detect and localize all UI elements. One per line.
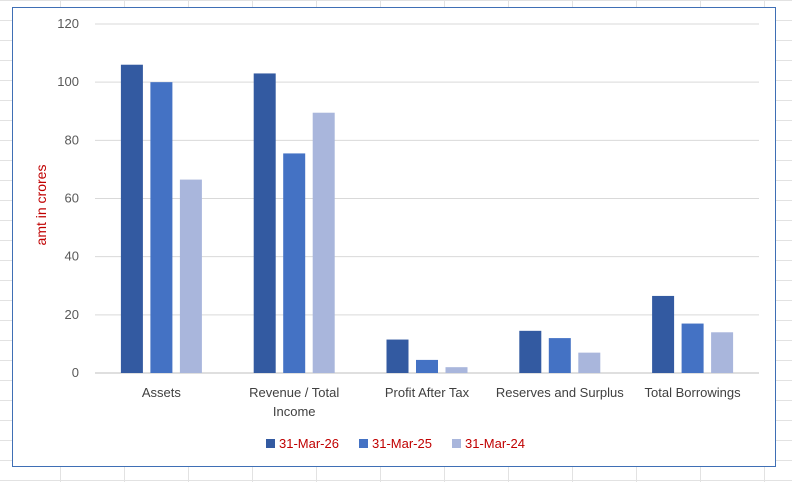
y-tick-label: 100 [57, 74, 79, 89]
bars [120, 64, 734, 374]
bar [283, 153, 306, 373]
legend-label: 31-Mar-26 [279, 436, 339, 451]
bar [179, 179, 202, 373]
bar [150, 82, 173, 374]
bar [578, 352, 601, 373]
bar [312, 112, 335, 374]
legend-swatch [359, 439, 368, 448]
y-axis-ticks: 0 20 40 60 80 100 120 [57, 16, 79, 380]
bar [519, 330, 542, 373]
bar [711, 332, 734, 373]
y-tick-label: 60 [65, 191, 79, 206]
gridlines [95, 23, 759, 374]
bar [253, 73, 276, 374]
bar [681, 323, 704, 373]
bar [652, 295, 675, 373]
x-tick-label: Total Borrowings [645, 385, 742, 400]
chart-area: 0 20 40 60 80 100 120 Assets Revenue / Total Inc… [12, 7, 776, 467]
bar [386, 339, 409, 373]
y-tick-label: 40 [65, 249, 79, 264]
x-tick-label: Revenue / Total [249, 385, 339, 400]
bar [548, 338, 571, 373]
y-axis-title: amt in crores [33, 165, 49, 246]
x-tick-label: Reserves and Surplus [496, 385, 624, 400]
legend-swatch [452, 439, 461, 448]
y-tick-label: 0 [72, 365, 79, 380]
legend-swatch [266, 439, 275, 448]
bar [445, 367, 468, 373]
bar-chart: 0 20 40 60 80 100 120 Assets Revenue / Total Inc… [33, 16, 759, 451]
x-tick-label: Assets [142, 385, 182, 400]
y-tick-label: 20 [65, 307, 79, 322]
bar [416, 359, 438, 373]
legend-label: 31-Mar-25 [372, 436, 432, 451]
legend: 31-Mar-26 31-Mar-25 31-Mar-24 [266, 436, 525, 451]
y-tick-label: 120 [57, 16, 79, 31]
x-tick-label: Income [273, 404, 316, 419]
legend-label: 31-Mar-24 [465, 436, 525, 451]
x-axis-labels: Assets Revenue / Total Income Profit After … [142, 385, 741, 419]
bar [120, 64, 143, 373]
x-tick-label: Profit After Tax [385, 385, 470, 400]
y-tick-label: 80 [65, 132, 79, 147]
